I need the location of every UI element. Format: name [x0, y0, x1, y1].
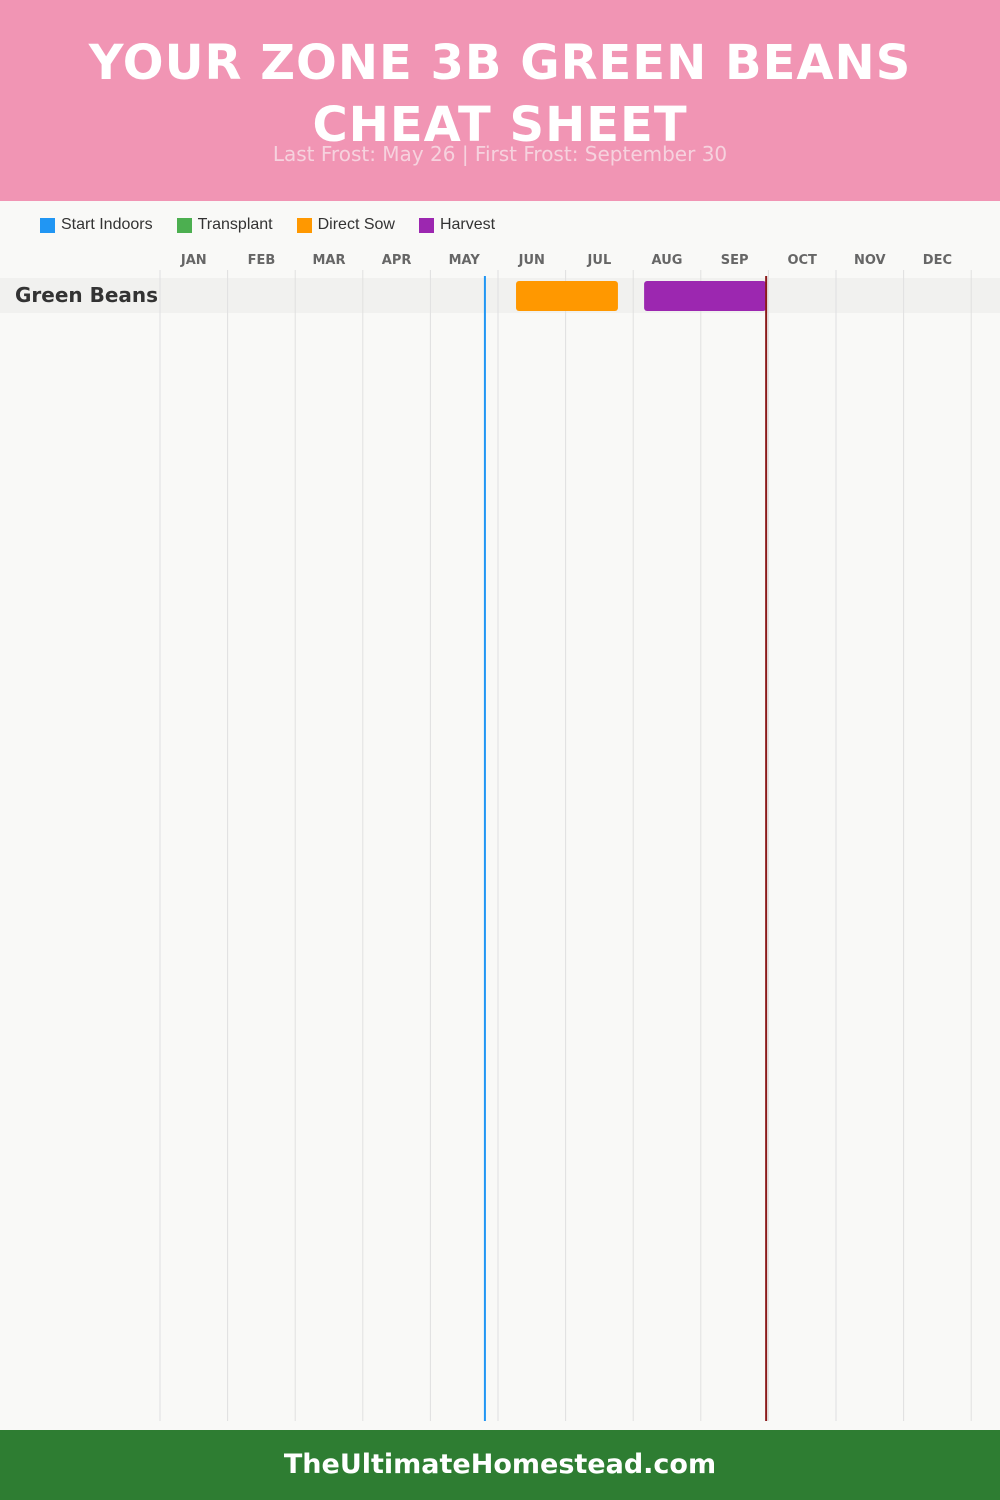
month-label-jul: JUL: [587, 253, 612, 268]
legend-swatch-start-indoors: [40, 217, 55, 233]
month-label-dec: DEC: [923, 253, 952, 268]
month-label-apr: APR: [382, 253, 412, 268]
page-title: YOUR ZONE 3B GREEN BEANS CHEAT SHEET: [88, 35, 912, 153]
month-label-mar: MAR: [312, 253, 345, 268]
month-label-jan: JAN: [180, 253, 207, 268]
header-banner: YOUR ZONE 3B GREEN BEANS CHEAT SHEET Las…: [0, 0, 1000, 201]
legend-label-direct-sow: Direct Sow: [317, 216, 395, 233]
row-background: [0, 278, 1000, 313]
legend-label-harvest: Harvest: [439, 216, 496, 233]
month-label-oct: OCT: [787, 253, 817, 268]
month-label-nov: NOV: [854, 253, 886, 268]
month-label-aug: AUG: [652, 253, 683, 268]
legend-label-transplant: Transplant: [197, 216, 273, 233]
legend-item-direct-sow: Direct Sow: [296, 216, 395, 234]
crop-label: Green Beans: [15, 283, 158, 307]
legend-swatch-harvest: [418, 217, 434, 233]
month-label-jun: JUN: [518, 253, 545, 268]
legend-item-harvest: Harvest: [418, 216, 496, 234]
footer-banner: TheUltimateHomestead.com: [0, 1430, 1000, 1500]
bar-harvest: [644, 281, 767, 311]
bar-direct-sow: [516, 281, 618, 311]
month-label-may: MAY: [449, 253, 481, 268]
legend-item-start-indoors: Start Indoors: [40, 216, 153, 234]
month-label-sep: SEP: [721, 253, 749, 268]
chart-legend: Start Indoors Transplant Direct Sow Harv…: [40, 214, 519, 236]
planting-calendar-chart: JAN FEB MAR APR MAY JUN JUL AUG SEP OCT NOV DEC Gree…: [0, 253, 1000, 1421]
website-link[interactable]: TheUltimateHomestead.com: [283, 1449, 717, 1480]
legend-swatch-transplant: [176, 217, 192, 233]
legend-swatch-direct-sow: [296, 217, 312, 233]
month-label-feb: FEB: [248, 253, 276, 268]
legend-item-transplant: Transplant: [176, 216, 273, 234]
legend-label-start-indoors: Start Indoors: [61, 216, 153, 233]
frost-dates-subtitle: Last Frost: May 26 | First Frost: Septem…: [272, 142, 728, 166]
